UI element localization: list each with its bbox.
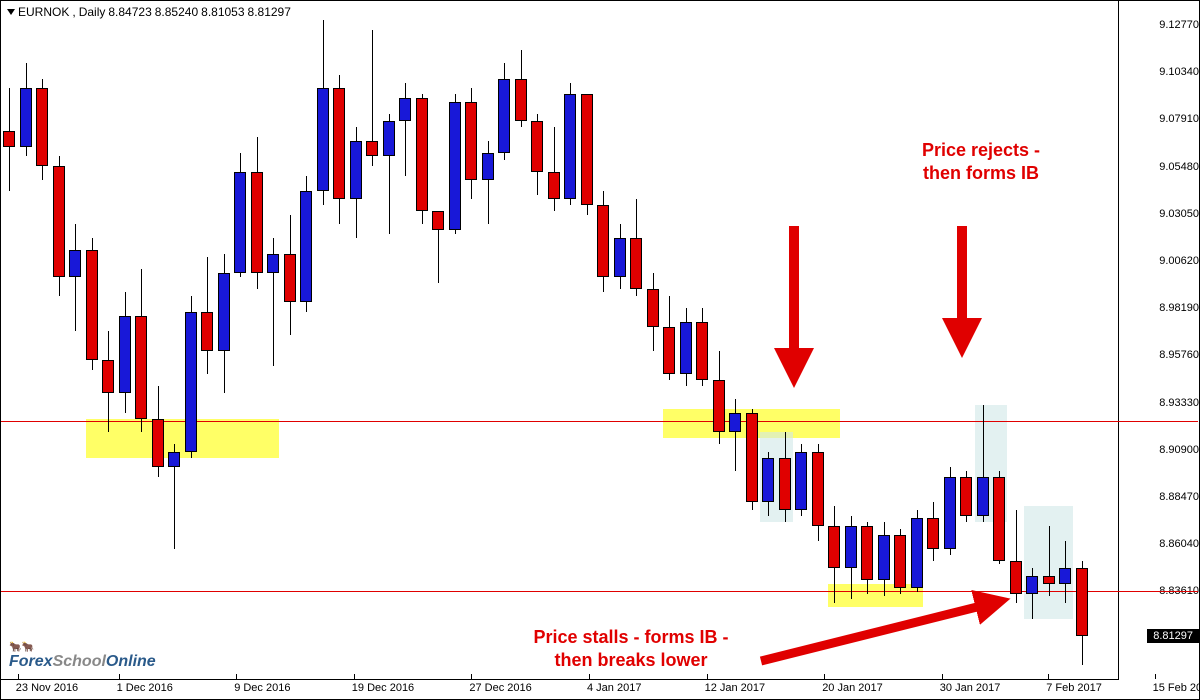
logo-text-1: Forex xyxy=(9,653,53,670)
chart-title: EURNOK,Daily 8.84723 8.85240 8.81053 8.8… xyxy=(7,5,291,19)
annotation-arrow xyxy=(1,1,1200,700)
logo-text-3: Online xyxy=(106,653,156,670)
dropdown-icon[interactable] xyxy=(7,9,15,15)
symbol-label: EURNOK xyxy=(18,5,69,19)
logo-icon: 🐂🐂 xyxy=(9,642,156,653)
ohlc-c: 8.81297 xyxy=(248,5,291,19)
current-price-tag: 8.81297 xyxy=(1147,629,1199,643)
annotation-rejects: Price rejects - then forms IB xyxy=(851,139,1111,186)
logo-text-2: School xyxy=(53,653,106,670)
ohlc-l: 8.81053 xyxy=(201,5,244,19)
ohlc-o: 8.84723 xyxy=(108,5,151,19)
timeframe-label: Daily xyxy=(79,5,106,19)
annotation-stalls: Price stalls - forms IB - then breaks lo… xyxy=(491,626,771,673)
logo: 🐂🐂 ForexSchoolOnline xyxy=(9,642,156,671)
chart-container: 9.127709.103409.079109.054809.030509.006… xyxy=(0,0,1200,700)
ohlc-h: 8.85240 xyxy=(155,5,198,19)
